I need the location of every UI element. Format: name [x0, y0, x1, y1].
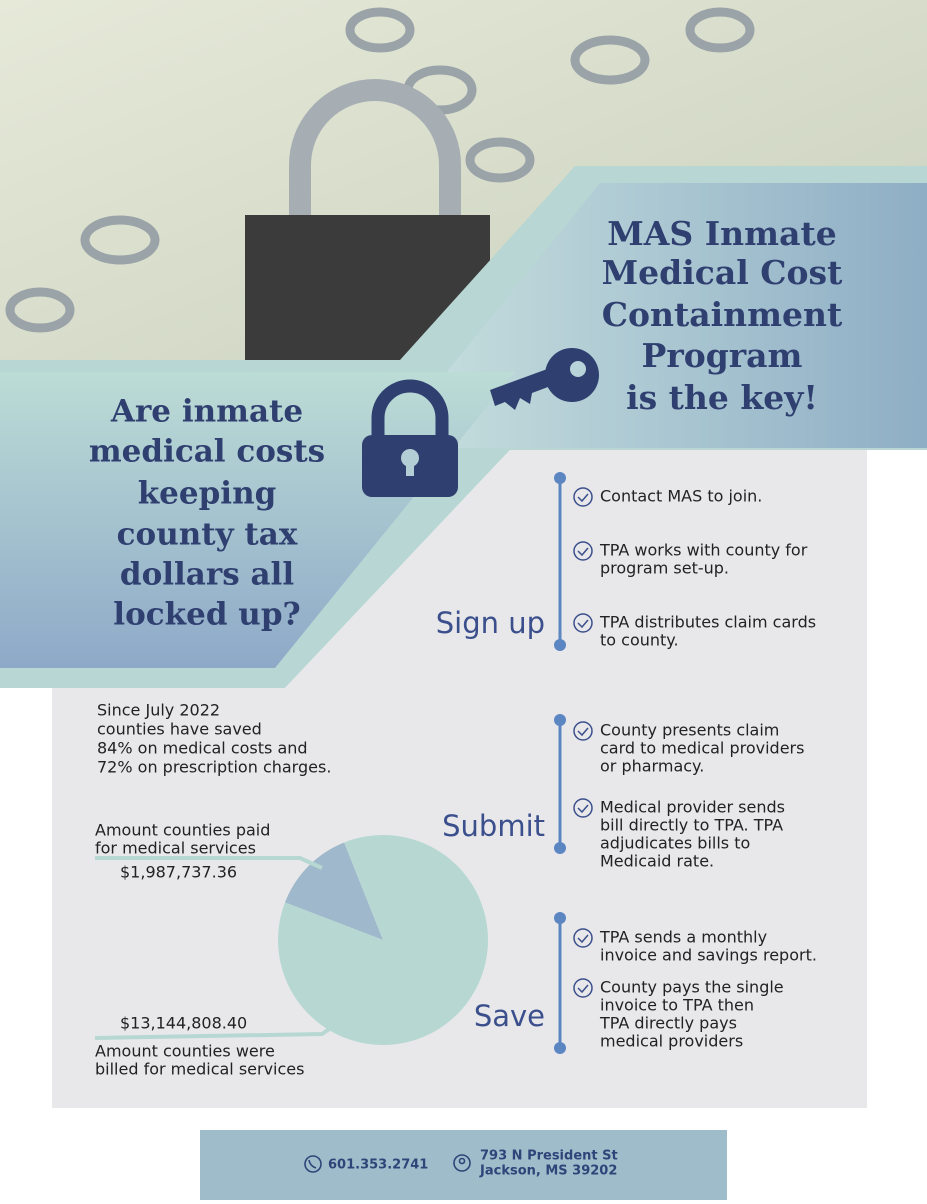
- lock-icon: [362, 379, 458, 497]
- steps: Sign up Contact MAS to join. TPA works wit…: [436, 472, 817, 1054]
- step-text: invoice to TPA then: [600, 996, 754, 1015]
- timeline-dot: [554, 842, 566, 854]
- location-icon: [453, 1154, 471, 1172]
- pie-slice: [284, 842, 383, 940]
- check-icon: [577, 934, 589, 944]
- question-line: county tax: [117, 517, 298, 553]
- title-line: Program: [642, 336, 803, 375]
- phone-icon: [304, 1155, 322, 1173]
- check-icon: [577, 984, 589, 994]
- leader-line: [95, 856, 323, 870]
- step-text: adjudicates bills to: [600, 834, 750, 853]
- timeline-dot: [554, 714, 566, 726]
- padlock-shackle: [289, 79, 461, 225]
- check-icon: [577, 727, 589, 737]
- step-text: to county.: [600, 631, 679, 650]
- slice-label: for medical services: [95, 839, 256, 858]
- step-text: program set-up.: [600, 559, 729, 578]
- slice-value: $13,144,808.40: [120, 1014, 247, 1033]
- title-line: Medical Cost: [602, 253, 843, 292]
- step-text: TPA works with county for: [599, 541, 808, 560]
- check-icon: [573, 613, 593, 633]
- step-text: County pays the single: [600, 978, 784, 997]
- step-text: card to medical providers: [600, 739, 804, 758]
- title-line: Containment: [602, 295, 843, 334]
- step-text: Medicaid rate.: [600, 852, 714, 871]
- step-text: County presents claim: [600, 721, 779, 740]
- stats-line: Since July 2022: [97, 701, 220, 720]
- timeline-dot: [554, 472, 566, 484]
- check-icon: [573, 928, 593, 948]
- key-icon: [490, 348, 599, 410]
- check-icon: [573, 541, 593, 561]
- pie-slice: [278, 835, 488, 1045]
- question-line: keeping: [138, 476, 277, 512]
- check-icon: [573, 798, 593, 818]
- step-label: Save: [474, 999, 545, 1033]
- step-text: Medical provider sends: [600, 798, 785, 817]
- slice-label: billed for medical services: [95, 1060, 304, 1079]
- step-text: Contact MAS to join.: [600, 487, 762, 506]
- footer: [200, 1130, 727, 1200]
- timeline-dot: [554, 1042, 566, 1054]
- slice-value: $1,987,737.36: [120, 863, 237, 882]
- check-icon: [577, 619, 589, 629]
- step-text: TPA sends a monthly: [599, 928, 767, 947]
- phone: 601.353.2741: [328, 1158, 428, 1173]
- slice-label: Amount counties paid: [95, 821, 270, 840]
- question-line: medical costs: [89, 434, 325, 470]
- question-line: locked up?: [113, 597, 300, 633]
- step-label: Submit: [442, 809, 545, 843]
- timeline-dot: [554, 639, 566, 651]
- leader-line: [94, 1023, 337, 1040]
- stats-line: counties have saved: [97, 720, 262, 739]
- check-icon: [577, 547, 589, 557]
- address-line: 793 N President St: [480, 1149, 618, 1164]
- step-text: bill directly to TPA. TPA: [600, 816, 783, 835]
- title-line: MAS Inmate: [607, 214, 836, 253]
- stats-line: 84% on medical costs and: [97, 739, 308, 758]
- gray-panel: [52, 450, 867, 1108]
- slice-label: Amount counties were: [95, 1042, 275, 1061]
- title-line: is the key!: [626, 378, 818, 417]
- check-icon: [573, 721, 593, 741]
- step-text: TPA distributes claim cards: [599, 613, 816, 632]
- check-icon: [573, 978, 593, 998]
- step-text: medical providers: [600, 1032, 743, 1051]
- address-line: Jackson, MS 39202: [479, 1164, 617, 1179]
- check-icon: [573, 487, 593, 507]
- check-icon: [577, 804, 589, 814]
- check-icon: [577, 493, 589, 503]
- stats-line: 72% on prescription charges.: [97, 758, 331, 777]
- step-text: invoice and savings report.: [600, 946, 817, 965]
- question-line: dollars all: [120, 557, 294, 593]
- step-label: Sign up: [436, 606, 545, 640]
- question-line: Are inmate: [110, 394, 303, 430]
- step-text: or pharmacy.: [600, 757, 704, 776]
- step-text: TPA directly pays: [599, 1014, 737, 1033]
- timeline-dot: [554, 912, 566, 924]
